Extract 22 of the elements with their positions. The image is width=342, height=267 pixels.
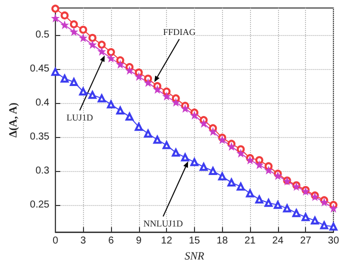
x-tick-label: 18 [216,236,228,247]
x-tick-label: 3 [80,236,86,247]
x-axis-title: SNR [184,250,204,262]
y-tick-label: 0.3 [35,165,50,176]
y-tick-label: 0.4 [35,98,50,109]
y-tick-label: 0.45 [30,64,50,75]
x-tick-label: 9 [136,236,142,247]
x-tick-label: 0 [52,236,59,247]
y-tick-label: 0.25 [30,199,50,210]
text: LUJ1D [66,112,94,122]
text: FFDIAG [163,27,196,38]
x-tick-label: 21 [244,236,256,247]
text: NNLUJ1D [143,218,184,228]
y-tick-label: 0.35 [30,132,50,143]
x-tick-label: 15 [188,236,200,247]
x-tick-label: 30 [328,236,340,247]
x-tick-label: 12 [161,236,173,247]
x-tick-label: 27 [300,236,312,247]
y-axis-title: Δ(A, A) [8,102,20,138]
x-tick-label: 6 [108,236,114,247]
y-tick-label: 0.5 [35,30,50,41]
x-tick-label: 24 [272,236,284,247]
